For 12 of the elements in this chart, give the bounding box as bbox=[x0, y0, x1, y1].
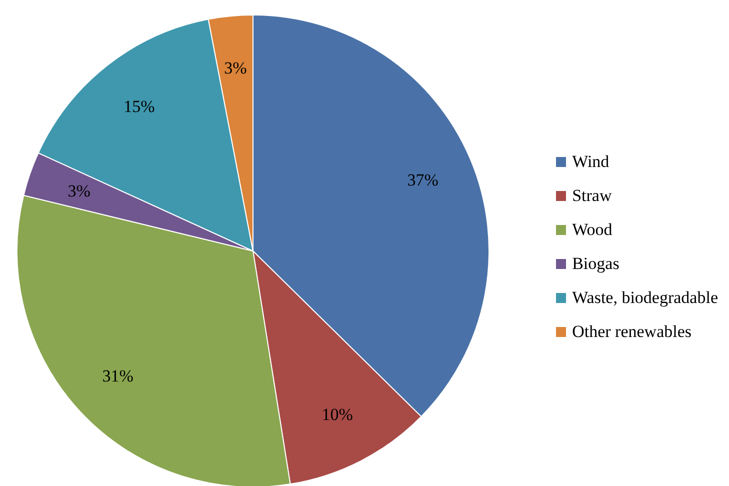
data-label: 15% bbox=[124, 96, 155, 116]
legend-label: Biogas bbox=[572, 253, 620, 275]
legend-label: Straw bbox=[572, 185, 612, 207]
data-label: 3% bbox=[68, 181, 90, 200]
legend-label: Wind bbox=[572, 151, 610, 173]
legend-label: Wood bbox=[572, 219, 612, 241]
legend-label: Other renewables bbox=[572, 321, 692, 343]
data-label: 31% bbox=[102, 366, 134, 386]
data-label: 37% bbox=[407, 170, 438, 190]
data-label: 10% bbox=[322, 405, 353, 424]
data-label: 3% bbox=[224, 58, 247, 78]
legend-label: Waste, biodegradable bbox=[572, 287, 718, 309]
